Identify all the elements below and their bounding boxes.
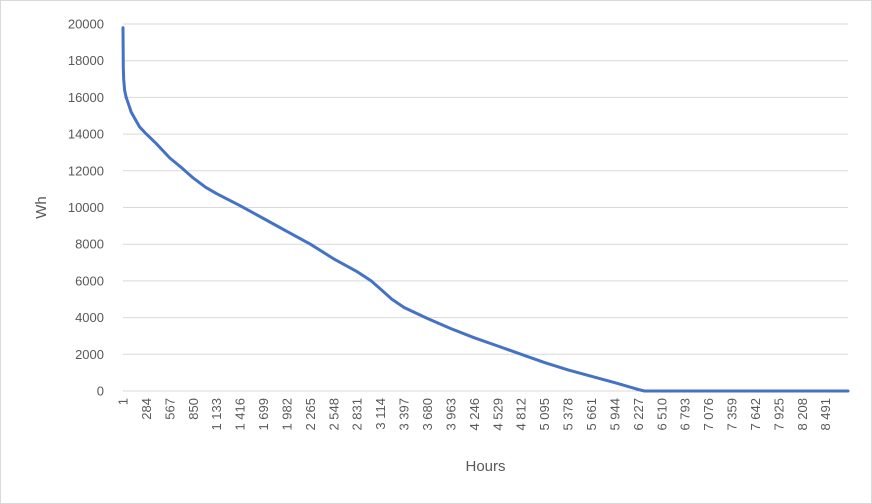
- x-tick-label: 2 548: [326, 398, 341, 431]
- x-tick-label: 7 642: [748, 398, 763, 431]
- x-tick-label: 3 397: [397, 398, 412, 431]
- x-tick-label: 1 133: [209, 398, 224, 431]
- y-tick-label: 10000: [68, 200, 104, 215]
- y-tick-label: 20000: [68, 17, 104, 32]
- x-tick-label: 1 416: [233, 398, 248, 431]
- x-tick-label: 6 793: [678, 398, 693, 431]
- x-tick-label: 6 510: [654, 398, 669, 431]
- x-tick-label: 4 246: [467, 398, 482, 431]
- x-tick-label: 1 699: [256, 398, 271, 431]
- x-tick-label: 6 227: [631, 398, 646, 431]
- x-tick-label: 4 812: [514, 398, 529, 431]
- x-tick-label: 3 114: [373, 398, 388, 430]
- x-tick-label: 8 208: [795, 398, 810, 431]
- y-tick-label: 4000: [75, 310, 104, 325]
- y-axis-ticks: 0 2000 4000 6000 8000 10000 12000 14000 16000 180…: [68, 17, 104, 399]
- x-tick-label: 284: [139, 398, 154, 420]
- x-tick-label: 567: [162, 398, 177, 420]
- y-tick-label: 0: [97, 384, 104, 399]
- x-tick-label: 5 095: [537, 398, 552, 431]
- y-tick-label: 16000: [68, 90, 104, 105]
- y-tick-label: 14000: [68, 127, 104, 142]
- x-tick-label: 5 661: [584, 398, 599, 431]
- y-tick-label: 12000: [68, 163, 104, 178]
- x-tick-label: 7 076: [701, 398, 716, 431]
- x-tick-label: 2 265: [303, 398, 318, 431]
- x-tick-label: 8 491: [818, 398, 833, 431]
- x-tick-label: 7 925: [771, 398, 786, 431]
- x-tick-label: 850: [186, 398, 201, 420]
- x-tick-label: 1 982: [279, 398, 294, 431]
- x-tick-label: 2 831: [350, 398, 365, 431]
- x-axis-title: Hours: [465, 458, 505, 475]
- x-axis-ticks: 1 284 567 850 1 133 1 416 1 699 1 982 2 265 2 548…: [116, 398, 834, 431]
- x-tick-label: 5 378: [561, 398, 576, 431]
- x-tick-label: 3 963: [443, 398, 458, 431]
- x-tick-label: 4 529: [490, 398, 505, 431]
- x-tick-label: 3 680: [420, 398, 435, 431]
- y-tick-label: 8000: [75, 237, 104, 252]
- x-tick-label: 5 944: [607, 398, 622, 431]
- y-tick-label: 18000: [68, 53, 104, 68]
- y-tick-label: 2000: [75, 347, 104, 362]
- y-axis-title: Wh: [33, 196, 50, 219]
- x-tick-label: 1: [116, 398, 131, 405]
- y-tick-label: 6000: [75, 273, 104, 288]
- gridlines: [123, 23, 848, 355]
- x-tick-label: 7 359: [725, 398, 740, 431]
- series-line: [121, 26, 850, 393]
